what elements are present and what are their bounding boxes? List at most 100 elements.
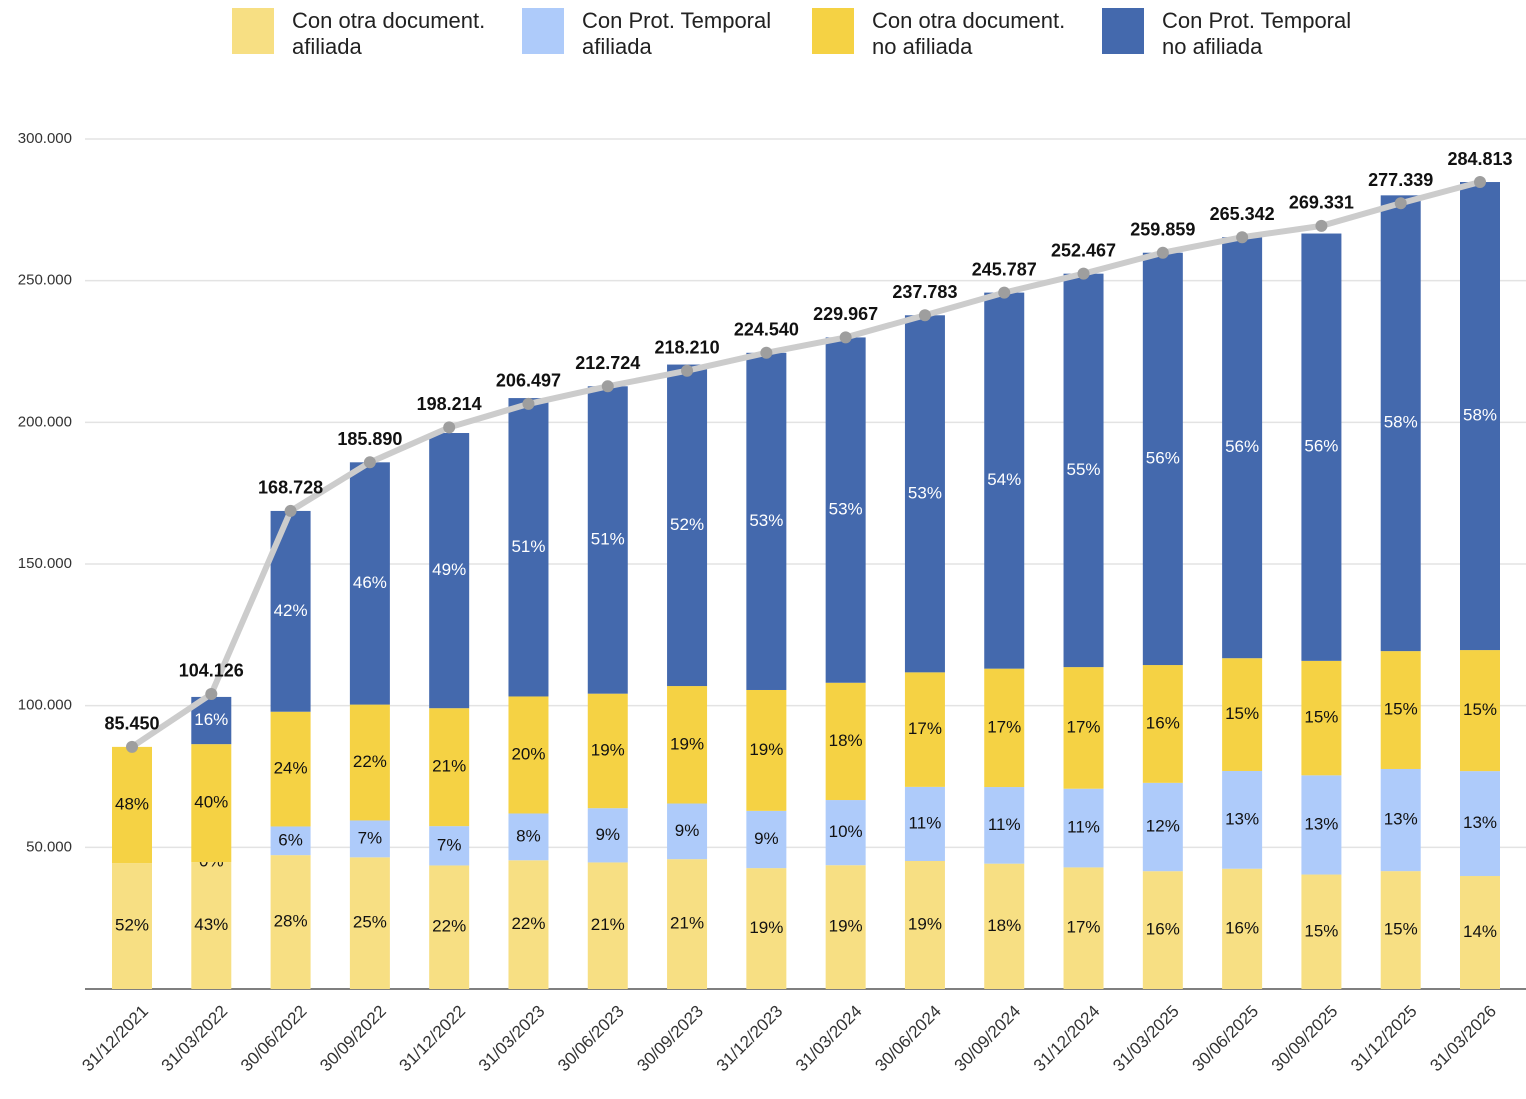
legend-swatch [1102, 8, 1144, 54]
bar-segment [587, 862, 628, 989]
bar-segment [1380, 651, 1421, 769]
total-label: 269.331 [1289, 193, 1354, 213]
total-point [601, 380, 614, 393]
x-tick-label: 31/03/2025 [1109, 1002, 1183, 1076]
bar-segment [1301, 775, 1342, 875]
x-tick-label: 30/06/2022 [237, 1002, 311, 1076]
bar-segment [270, 711, 311, 827]
data-label: 15% [1304, 708, 1338, 727]
data-label: 55% [1067, 460, 1101, 479]
data-label: 24% [274, 759, 308, 778]
bar-segment [1222, 770, 1263, 869]
total-point [681, 364, 694, 377]
legend-item: Con otra document. no afiliada [812, 8, 1102, 60]
total-line [130, 179, 1481, 750]
data-label: 22% [432, 917, 466, 936]
total-point [1077, 267, 1090, 280]
x-tick-label: 31/12/2021 [78, 1002, 152, 1076]
data-label: 11% [1067, 818, 1100, 837]
y-tick-label: 250.000 [18, 272, 72, 289]
x-tick-label: 31/12/2024 [1030, 1002, 1104, 1076]
bar-segment [1222, 237, 1263, 659]
bar-segment [508, 813, 549, 861]
data-label: 19% [908, 914, 942, 933]
data-label: 18% [987, 916, 1021, 935]
data-label: 46% [353, 573, 387, 592]
bar-segment [349, 820, 390, 858]
bar-segment [1460, 650, 1500, 772]
bar-segment [1063, 273, 1104, 668]
data-label: 56% [1146, 448, 1180, 467]
total-label: 168.728 [258, 478, 323, 498]
total-point [1474, 176, 1486, 189]
data-label: 21% [670, 914, 704, 933]
data-label: 16% [1225, 918, 1259, 937]
data-label: 21% [432, 757, 466, 776]
data-label: 11% [909, 813, 942, 832]
bar-segment [508, 696, 549, 814]
data-label: 49% [432, 560, 466, 579]
total-point [998, 286, 1011, 299]
data-label: 17% [1067, 717, 1101, 736]
legend-label: Con otra document. afiliada [292, 8, 486, 59]
y-tick-label: 50.000 [26, 838, 72, 855]
bar-segment [984, 292, 1025, 669]
total-point [839, 331, 852, 344]
x-tick-label: 30/09/2022 [316, 1002, 390, 1076]
bar-segment [1063, 667, 1104, 789]
data-label: 13% [1304, 814, 1338, 833]
bar-segment [825, 865, 866, 989]
data-label: 15% [1225, 704, 1259, 723]
x-tick-label: 30/09/2023 [633, 1002, 707, 1076]
bar-segment [904, 672, 945, 787]
data-label: 53% [829, 500, 863, 519]
legend-label: Con otra document. no afiliada [872, 8, 1066, 59]
data-label: 15% [1384, 700, 1418, 719]
total-point [760, 346, 773, 359]
bar-segment [429, 433, 470, 709]
bar-segment [984, 787, 1025, 864]
data-label: 10% [829, 822, 863, 841]
bar-segment [825, 337, 866, 683]
total-label: 265.342 [1210, 204, 1275, 224]
bar-segment [508, 398, 549, 697]
data-label: 15% [1463, 700, 1497, 719]
bar-segment [825, 800, 866, 866]
total-label: 237.783 [892, 282, 957, 302]
data-label: 28% [274, 912, 308, 931]
bar-segment [270, 826, 311, 856]
data-label: 56% [1304, 437, 1338, 456]
data-label: 40% [194, 793, 228, 812]
x-tick-label: 30/06/2025 [1189, 1002, 1263, 1076]
total-label: 277.339 [1368, 170, 1433, 190]
data-label: 21% [591, 915, 625, 934]
bar-segment [904, 315, 945, 673]
bar-segment [191, 744, 232, 863]
total-label: 185.890 [337, 429, 402, 449]
data-label: 20% [511, 744, 545, 763]
total-label: 218.210 [655, 337, 720, 357]
data-label: 15% [1304, 921, 1338, 940]
total-label: 104.126 [179, 661, 244, 681]
legend-item: Con Prot. Temporal afiliada [522, 8, 812, 60]
data-label: 17% [908, 719, 942, 738]
legend-swatch [232, 8, 274, 54]
bar-segment [1222, 868, 1263, 989]
total-label: 259.859 [1130, 219, 1195, 239]
total-point [126, 740, 138, 753]
total-point [363, 456, 376, 469]
data-label: 19% [670, 734, 704, 753]
bar-segment [1301, 660, 1342, 776]
total-label: 284.813 [1447, 149, 1512, 169]
data-label: 22% [511, 914, 545, 933]
bar-segment [1301, 874, 1342, 989]
data-label: 13% [1225, 809, 1259, 828]
x-tick-label: 31/03/2023 [475, 1002, 549, 1076]
bar-segment [1460, 876, 1500, 989]
data-label: 53% [908, 483, 942, 502]
bar-segment [746, 810, 787, 869]
data-label: 25% [353, 913, 387, 932]
bar-segment [904, 786, 945, 861]
data-label: 51% [591, 529, 625, 548]
total-point [522, 397, 535, 410]
